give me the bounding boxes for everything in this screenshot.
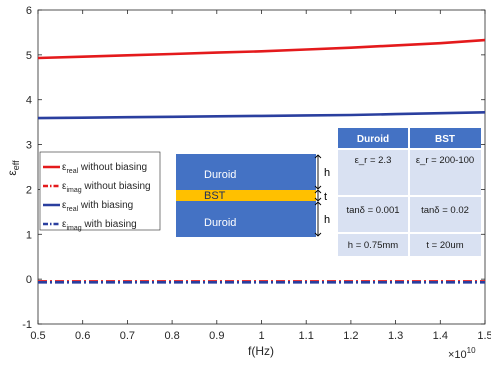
table-cell-duroid-er: ε_r = 2.3 xyxy=(355,155,392,166)
series-layer xyxy=(37,38,486,284)
table-cell xyxy=(410,150,481,195)
x-axis-exponent: ×1010 xyxy=(448,346,476,361)
x-tick-label: 1.1 xyxy=(299,330,314,342)
table-cell xyxy=(338,150,408,195)
x-tick-label: 0.6 xyxy=(75,330,90,342)
legend-label: εreal with biasing xyxy=(62,200,133,213)
y-label-sub: eff xyxy=(11,160,21,170)
table-cell-bst-er: ε_r = 200-100 xyxy=(416,155,474,166)
bst-label: BST xyxy=(204,190,226,202)
duroid-bottom-label: Duroid xyxy=(204,217,236,229)
x-tick-label: 1.4 xyxy=(433,330,448,342)
legend-entries: εreal without biasing εimag without biasi… xyxy=(43,162,151,232)
table-cell-duroid-tan: tanδ = 0.001 xyxy=(346,205,399,216)
table-cell xyxy=(338,234,408,256)
y-axis-label: εeff xyxy=(5,160,21,176)
y-tick-label: -1 xyxy=(22,319,32,331)
x-tick-label: 0.8 xyxy=(164,330,179,342)
table-cell-duroid-h: h = 0.75mm xyxy=(348,240,399,251)
legend-label: εimag without biasing xyxy=(62,181,151,194)
table-cell xyxy=(410,234,481,256)
table-header-cell xyxy=(338,128,408,148)
y-tick-label: 1 xyxy=(26,229,32,241)
x-tick-label: 0.9 xyxy=(209,330,224,342)
series-line-0 xyxy=(37,38,486,60)
x-axis-label: f(Hz) xyxy=(248,344,274,358)
table-cell-bst-t: t = 20um xyxy=(426,240,463,251)
x-tick-label: 0.7 xyxy=(120,330,135,342)
layer-stack-diagram: Duroid BST Duroid h t h xyxy=(176,154,330,237)
y-tick-label: 0 xyxy=(26,274,32,286)
y-label-symbol: ε xyxy=(5,170,19,176)
dim-h-top: h xyxy=(324,167,330,179)
table-cell-bst-tan: tanδ = 0.02 xyxy=(421,205,469,216)
dim-h-bottom: h xyxy=(324,214,330,226)
properties-table: Duroid BST ε_r = 2.3 ε_r = 200-100 tanδ … xyxy=(338,128,481,256)
y-tick-label: 4 xyxy=(26,95,32,107)
x-tick-label: 1.5 xyxy=(477,330,491,342)
table-cell xyxy=(410,197,481,232)
y-axis-ticks: -1 0 1 2 3 4 5 6 xyxy=(22,5,485,331)
duroid-bottom-layer xyxy=(176,201,316,237)
y-tick-label: 5 xyxy=(26,50,32,62)
legend-label: εimag with biasing xyxy=(62,219,137,232)
table-cell xyxy=(338,197,408,232)
dimension-arrows xyxy=(314,154,322,237)
svg-text:εeff: εeff xyxy=(5,160,21,176)
series-line-2 xyxy=(37,111,486,120)
table-header-bst: BST xyxy=(435,134,455,145)
x-tick-label: 1.2 xyxy=(343,330,358,342)
y-tick-label: 6 xyxy=(26,5,32,17)
duroid-top-layer xyxy=(176,154,316,190)
y-tick-label: 3 xyxy=(26,140,32,152)
legend-label: εreal without biasing xyxy=(62,162,147,175)
x-axis-ticks: 0.5 0.6 0.7 0.8 0.9 1 1.1 1.2 1.3 1.4 1.5 xyxy=(30,10,491,342)
table-header-cell xyxy=(410,128,481,148)
legend-box xyxy=(39,151,161,231)
dim-t: t xyxy=(324,191,327,203)
x-tick-label: 0.5 xyxy=(30,330,45,342)
bst-layer xyxy=(176,190,316,201)
legend: εreal without biasing εimag without biasi… xyxy=(39,151,161,232)
x-tick-label: 1 xyxy=(258,330,264,342)
y-tick-label: 2 xyxy=(26,184,32,196)
x-tick-label: 1.3 xyxy=(388,330,403,342)
duroid-top-label: Duroid xyxy=(204,169,236,181)
table-header-duroid: Duroid xyxy=(357,134,389,145)
